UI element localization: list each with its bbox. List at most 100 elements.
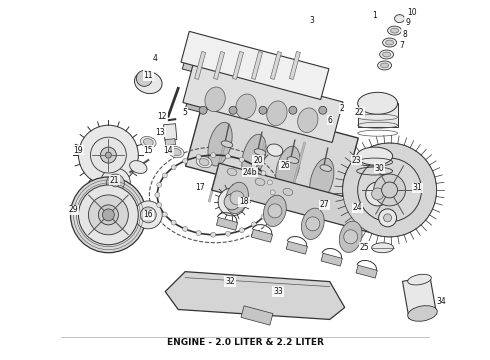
Bar <box>251 229 272 242</box>
Circle shape <box>374 174 406 206</box>
Circle shape <box>162 212 167 217</box>
Ellipse shape <box>378 61 392 70</box>
Bar <box>288 142 306 202</box>
Ellipse shape <box>340 221 362 252</box>
Bar <box>195 51 206 80</box>
Ellipse shape <box>169 147 184 158</box>
Text: ENGINE - 2.0 LITER & 2.2 LITER: ENGINE - 2.0 LITER & 2.2 LITER <box>167 338 323 347</box>
Ellipse shape <box>388 26 401 35</box>
Ellipse shape <box>242 134 266 178</box>
Text: 18: 18 <box>239 197 249 206</box>
Circle shape <box>102 209 114 221</box>
Ellipse shape <box>199 158 209 166</box>
Circle shape <box>366 182 390 206</box>
Circle shape <box>196 230 201 235</box>
Bar <box>217 217 238 230</box>
Circle shape <box>78 125 138 185</box>
Bar <box>186 97 358 207</box>
Ellipse shape <box>310 158 334 202</box>
Text: 22: 22 <box>355 108 365 117</box>
Ellipse shape <box>236 94 256 118</box>
Text: 4: 4 <box>153 54 158 63</box>
Bar <box>402 276 437 319</box>
Circle shape <box>343 230 358 244</box>
Circle shape <box>98 205 119 225</box>
Circle shape <box>319 106 327 114</box>
Circle shape <box>343 143 437 237</box>
Ellipse shape <box>358 92 397 114</box>
Bar <box>356 265 377 278</box>
Circle shape <box>268 180 272 185</box>
Circle shape <box>140 207 156 223</box>
Circle shape <box>211 232 216 237</box>
Ellipse shape <box>408 274 431 285</box>
Circle shape <box>224 194 240 210</box>
Circle shape <box>155 193 160 197</box>
Circle shape <box>157 183 162 187</box>
Bar <box>182 61 336 109</box>
Circle shape <box>100 168 130 198</box>
Text: 8: 8 <box>402 30 407 39</box>
Ellipse shape <box>130 161 147 174</box>
Ellipse shape <box>283 188 293 195</box>
Bar <box>165 139 175 145</box>
Ellipse shape <box>134 71 162 94</box>
Ellipse shape <box>255 179 265 186</box>
Circle shape <box>382 182 397 198</box>
Circle shape <box>268 205 272 210</box>
Bar <box>321 253 343 266</box>
Circle shape <box>239 228 245 233</box>
Ellipse shape <box>267 144 283 156</box>
Circle shape <box>259 106 267 114</box>
Circle shape <box>71 177 147 253</box>
Ellipse shape <box>264 195 286 226</box>
Bar <box>212 163 378 233</box>
Circle shape <box>199 106 207 114</box>
Ellipse shape <box>301 208 324 239</box>
Ellipse shape <box>208 122 232 166</box>
Circle shape <box>134 201 162 229</box>
Circle shape <box>171 165 176 170</box>
Ellipse shape <box>226 182 248 213</box>
Text: 13: 13 <box>155 128 165 137</box>
Bar <box>289 51 300 80</box>
Ellipse shape <box>141 136 156 148</box>
Circle shape <box>89 195 128 235</box>
Ellipse shape <box>394 15 405 23</box>
Ellipse shape <box>287 157 299 163</box>
Ellipse shape <box>227 168 237 176</box>
Text: 34: 34 <box>437 297 446 306</box>
Circle shape <box>218 188 246 216</box>
Circle shape <box>100 147 116 163</box>
Text: 5: 5 <box>183 108 188 117</box>
Ellipse shape <box>205 87 225 112</box>
Ellipse shape <box>172 149 181 156</box>
Ellipse shape <box>254 149 266 156</box>
Text: 16: 16 <box>144 210 153 219</box>
Text: 30: 30 <box>375 163 385 172</box>
Ellipse shape <box>196 156 212 168</box>
Circle shape <box>171 220 176 225</box>
Bar <box>186 100 350 152</box>
Text: 2: 2 <box>340 104 344 113</box>
Text: 25: 25 <box>360 243 369 252</box>
Circle shape <box>384 214 392 222</box>
Circle shape <box>91 137 126 173</box>
Text: 1: 1 <box>372 11 377 20</box>
Circle shape <box>157 203 162 207</box>
Circle shape <box>289 106 297 114</box>
Circle shape <box>136 71 152 86</box>
Circle shape <box>230 191 244 205</box>
Ellipse shape <box>276 146 300 190</box>
Text: 26: 26 <box>280 161 290 170</box>
Text: 20: 20 <box>253 156 263 165</box>
Text: 24: 24 <box>353 203 363 212</box>
Ellipse shape <box>252 176 268 188</box>
Ellipse shape <box>267 101 287 126</box>
Circle shape <box>261 214 266 219</box>
Text: 7: 7 <box>399 41 404 50</box>
Ellipse shape <box>144 139 153 146</box>
Circle shape <box>105 152 111 158</box>
Circle shape <box>78 185 138 245</box>
Polygon shape <box>165 272 345 319</box>
